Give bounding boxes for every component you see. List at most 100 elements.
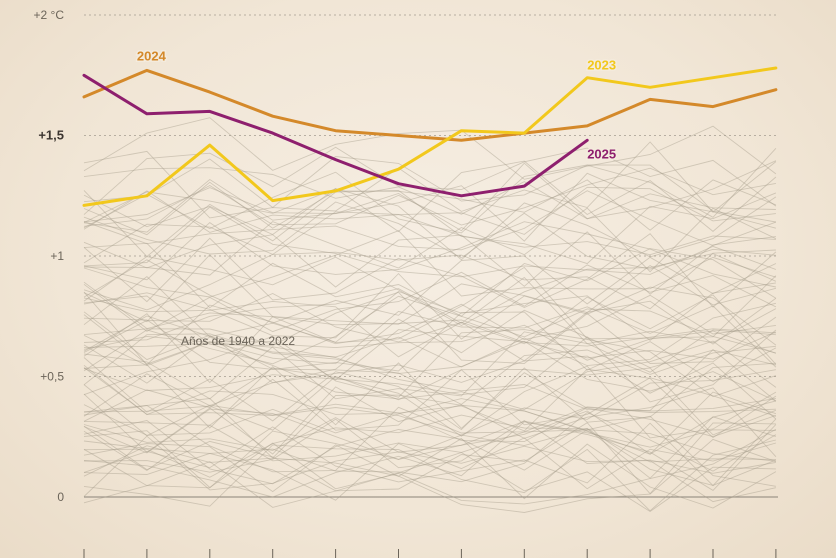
historical-years-lines: [83, 117, 777, 513]
historical-year-line: [83, 405, 776, 473]
historical-year-line: [83, 276, 777, 345]
historical-year-line: [83, 428, 777, 505]
historical-year-line: [83, 340, 777, 410]
historical-year-line: [83, 355, 777, 420]
historical-year-line: [83, 255, 777, 324]
historical-year-line: [83, 292, 777, 362]
historical-year-line: [83, 427, 777, 489]
series-label-2025: 2025: [587, 146, 616, 161]
historical-year-line: [83, 179, 777, 236]
y-tick-label: +1: [50, 249, 64, 263]
series-line-2023: [82, 66, 778, 207]
historical-year-line: [83, 186, 776, 235]
historical-year-line: [83, 333, 777, 402]
historical-year-line: [83, 172, 777, 242]
historical-year-line: [83, 294, 777, 365]
historical-year-line: [83, 264, 777, 333]
historical-year-line: [83, 221, 776, 288]
historical-year-line: [83, 231, 776, 295]
highlighted-years-lines: 2024 2023 2025: [82, 47, 778, 207]
historical-year-line: [83, 147, 777, 218]
historical-year-line: [83, 190, 777, 251]
historical-year-line: [83, 435, 776, 503]
y-tick-label: +0,5: [40, 370, 64, 384]
historical-year-line: [83, 421, 777, 498]
historical-year-line: [83, 365, 777, 439]
historical-year-line: [83, 211, 776, 264]
historical-year-line: [83, 364, 777, 439]
historical-year-line: [83, 254, 777, 325]
historical-year-line: [83, 324, 777, 361]
historical-year-line: [83, 242, 777, 317]
historical-year-line: [83, 291, 777, 364]
historical-year-line: [83, 206, 777, 278]
historical-year-line: [83, 233, 777, 308]
historical-year-line: [83, 311, 777, 383]
historical-year-line: [83, 276, 776, 343]
historical-year-line: [83, 439, 777, 512]
historical-year-line: [83, 437, 777, 501]
historical-year-line: [83, 167, 776, 220]
series-line-2025: [82, 73, 589, 198]
historical-year-line: [83, 336, 776, 405]
historical-year-line: [83, 305, 777, 368]
historical-year-line: [83, 117, 777, 180]
historical-year-line: [83, 160, 777, 236]
historical-year-line: [83, 438, 777, 513]
historical-year-line: [83, 400, 777, 460]
historical-year-line: [83, 362, 777, 438]
series-label-2024: 2024: [137, 48, 167, 63]
historical-year-line: [83, 253, 777, 327]
y-tick-label: 0: [57, 490, 64, 504]
historical-year-line: [83, 249, 776, 311]
historical-year-line: [83, 201, 776, 270]
historical-year-line: [83, 418, 777, 487]
historical-year-line: [83, 266, 777, 344]
historical-year-line: [83, 272, 777, 346]
series-line-2024: [82, 68, 778, 142]
historical-year-line: [83, 329, 777, 398]
historical-year-line: [83, 167, 776, 227]
historical-year-line: [83, 188, 777, 261]
historical-year-line: [83, 295, 777, 372]
historical-year-line: [83, 417, 776, 453]
historical-year-line: [83, 346, 777, 412]
historical-year-line: [83, 309, 777, 384]
historical-year-line: [83, 422, 776, 495]
historical-year-line: [83, 190, 777, 265]
historical-year-line: [83, 418, 776, 474]
historical-year-line: [83, 452, 776, 513]
historical-year-line: [83, 302, 777, 368]
x-axis-ticks: [83, 549, 777, 558]
historical-year-line: [83, 411, 777, 483]
historical-year-line: [83, 357, 776, 431]
historical-year-line: [83, 386, 777, 458]
historical-year-line: [83, 384, 776, 443]
historical-year-line: [83, 230, 777, 298]
historical-year-line: [83, 367, 777, 436]
historical-year-line: [83, 398, 776, 463]
historical-year-line: [83, 164, 776, 234]
historical-year-line: [83, 329, 777, 403]
historical-year-line: [83, 329, 776, 400]
series-label-2023: 2023: [587, 58, 616, 73]
historical-year-line: [83, 414, 777, 479]
historical-year-line: [83, 313, 776, 384]
historical-years-annotation: Años de 1940 a 2022: [181, 334, 295, 348]
y-tick-label: +2 °C: [34, 8, 65, 22]
historical-year-line: [83, 424, 776, 471]
historical-year-line: [83, 438, 777, 509]
historical-year-line: [83, 369, 777, 431]
historical-year-line: [83, 291, 776, 366]
historical-year-line: [83, 391, 777, 459]
y-tick-label: +1,5: [38, 128, 64, 143]
historical-year-line: [83, 160, 777, 233]
historical-year-line: [83, 207, 777, 276]
y-axis-ticks: +2 °C +1,5 +1 +0,5 0: [34, 8, 65, 504]
historical-year-line: [83, 141, 777, 219]
gridlines: [84, 14, 778, 498]
historical-year-line: [83, 367, 776, 436]
historical-year-line: [83, 415, 776, 487]
historical-year-line: [83, 329, 777, 381]
